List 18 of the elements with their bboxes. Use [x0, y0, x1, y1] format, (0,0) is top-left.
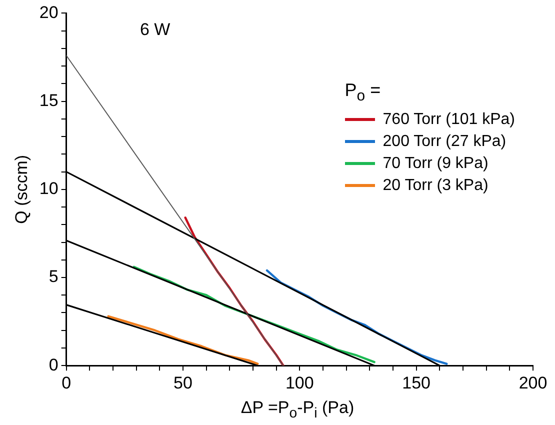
x-tick-label: 0	[62, 373, 72, 392]
legend-label: 760 Torr (101 kPa)	[382, 110, 515, 129]
y-tick-label: 5	[48, 267, 58, 286]
x-tick-label: 150	[402, 373, 431, 392]
chart-title: 6 W	[140, 20, 170, 40]
x-tick-label: 100	[285, 373, 314, 392]
x-tick-label: 50	[174, 373, 192, 392]
y-axis-title: Q (sccm)	[12, 154, 31, 224]
legend-label: 70 Torr (9 kPa)	[382, 154, 488, 173]
legend-label: 200 Torr (27 kPa)	[382, 132, 506, 151]
x-axis-title: ΔP =P$_{o}$-P$_{i}$ (Pa)	[240, 398, 356, 421]
y-tick-label: 20	[39, 2, 58, 22]
legend-label: 20 Torr (3 kPa)	[382, 176, 488, 195]
y-tick-label: 15	[39, 90, 58, 110]
y-tick-label: 10	[39, 179, 58, 198]
x-tick-label: 200	[518, 373, 548, 392]
legend-title: P$_{o}$ =	[344, 80, 382, 105]
y-tick-label: 0	[48, 355, 58, 374]
